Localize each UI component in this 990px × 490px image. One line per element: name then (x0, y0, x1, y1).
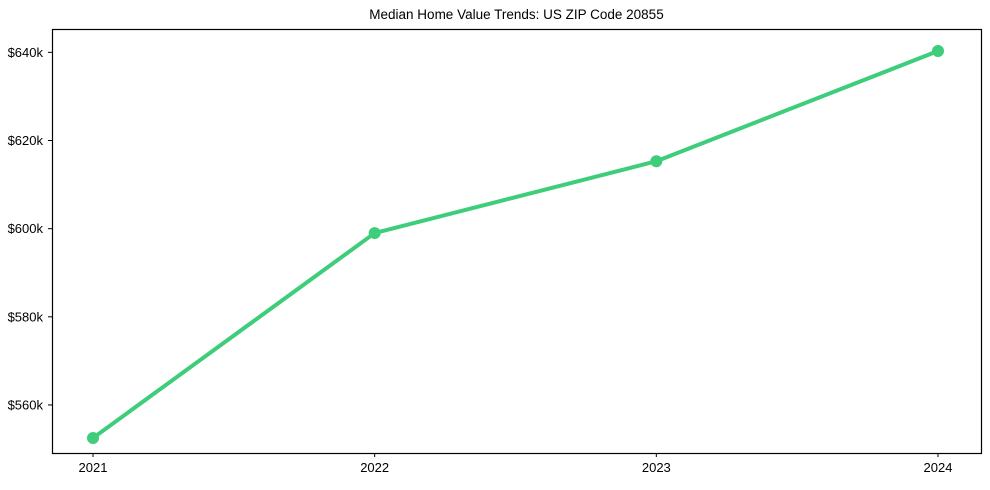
data-point-marker (87, 432, 99, 445)
y-tick-label: $560k (8, 397, 44, 412)
x-tick-label: 2022 (360, 460, 389, 475)
y-tick-label: $580k (8, 309, 44, 324)
x-tick-label: 2024 (924, 460, 953, 475)
trend-line (91, 49, 940, 441)
y-tick-label: $640k (8, 45, 44, 60)
chart-title: Median Home Value Trends: US ZIP Code 20… (369, 7, 664, 22)
data-point-marker (932, 45, 944, 58)
plot-border (51, 28, 983, 455)
y-tick-label: $620k (8, 133, 44, 148)
data-point-marker (650, 155, 663, 168)
y-tick-label: $600k (8, 221, 44, 236)
data-point-marker (368, 227, 381, 240)
x-tick-label: 2021 (79, 460, 108, 475)
x-tick-label: 2023 (642, 460, 671, 475)
